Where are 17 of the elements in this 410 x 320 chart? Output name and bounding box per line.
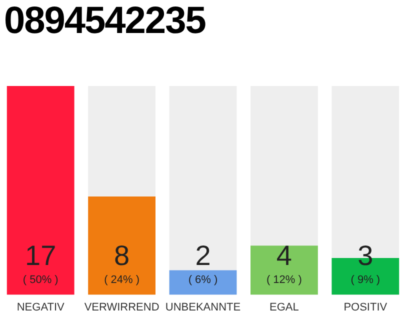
x-tick-label: VERWIRREND (84, 301, 160, 314)
annotation: ( 12% ) (266, 274, 302, 286)
annotation: ( 9% ) (350, 274, 380, 286)
annotation: ( 50% ) (22, 274, 58, 286)
x-tick-label: NEGATIV (16, 301, 65, 314)
data-label: 2 (195, 240, 211, 271)
x-tick-label: UNBEKANNTE (165, 301, 241, 314)
data-label: 4 (276, 240, 292, 271)
chart-title: 0894542235 (4, 0, 206, 43)
bar (169, 270, 237, 295)
bar (250, 246, 318, 295)
data-label: 8 (114, 240, 130, 271)
annotation: ( 6% ) (188, 274, 218, 286)
x-tick-label: EGAL (270, 301, 299, 314)
data-label: 17 (25, 240, 56, 271)
annotation: ( 24% ) (104, 274, 140, 286)
x-tick-label: POSITIV (344, 301, 388, 314)
